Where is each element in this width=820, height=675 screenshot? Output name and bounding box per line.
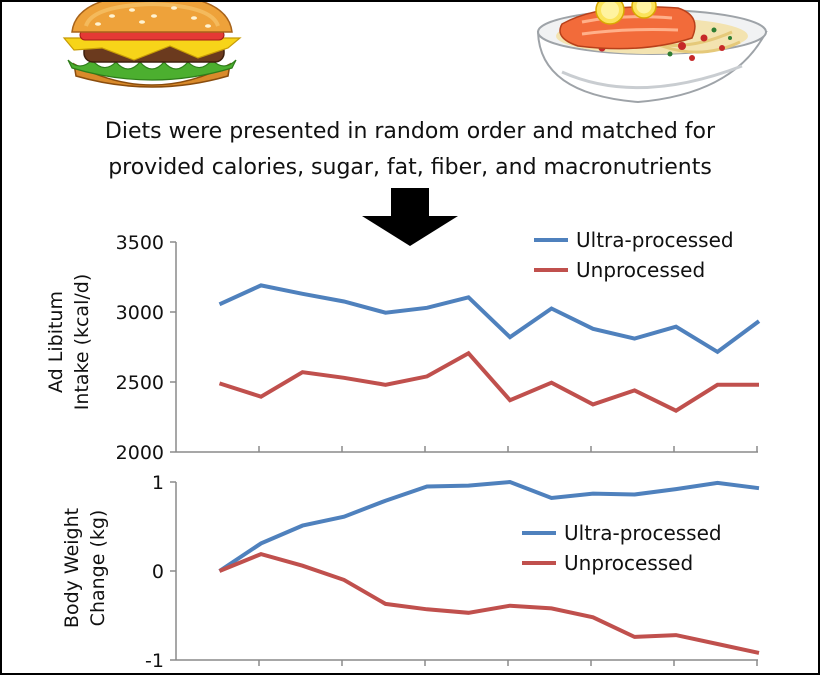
weight-y-tick-label: 0 — [152, 561, 164, 583]
down-arrow-icon — [362, 188, 458, 246]
body-weight-chart: Body Weight Change (kg) -1 0 1 Ultra-proce… — [61, 472, 760, 672]
intake-y-tick-label: 3000 — [116, 302, 164, 324]
caption-line-1: Diets were presented in random order and… — [105, 119, 716, 144]
intake-y-tick-label: 3500 — [116, 232, 164, 254]
intake-ylabel-line-1: Ad Libitum — [45, 291, 67, 393]
weight-legend-label-ultra-processed: Ultra-processed — [564, 521, 722, 545]
intake-chart: Ad Libitum Intake (kcal/d) 2000 2500 3000 3… — [45, 228, 761, 464]
intake-series-unprocessed — [218, 350, 759, 413]
weight-legend-label-unprocessed: Unprocessed — [564, 551, 693, 575]
weight-ylabel-line-2: Change (kg) — [87, 510, 109, 627]
intake-y-tick-label: 2500 — [116, 372, 164, 394]
intake-ylabel-line-2: Intake (kcal/d) — [71, 274, 93, 410]
intake-series-ultra-processed — [218, 283, 761, 355]
weight-y-tick-label: 1 — [152, 472, 164, 494]
salmon-pasta-bowl-icon — [536, 2, 768, 104]
weight-ylabel-line-1: Body Weight — [61, 508, 83, 628]
burger-icon — [62, 2, 242, 88]
intake-legend-label-ultra-processed: Ultra-processed — [576, 228, 734, 252]
weight-y-tick-label: -1 — [145, 650, 164, 672]
intake-y-tick-label: 2000 — [116, 442, 164, 464]
caption-line-2: provided calories, sugar, fat, fiber, an… — [108, 155, 712, 180]
weight-series-unprocessed — [218, 551, 760, 655]
weight-series-ultra-processed — [218, 479, 760, 573]
intake-legend-label-unprocessed: Unprocessed — [576, 258, 705, 282]
